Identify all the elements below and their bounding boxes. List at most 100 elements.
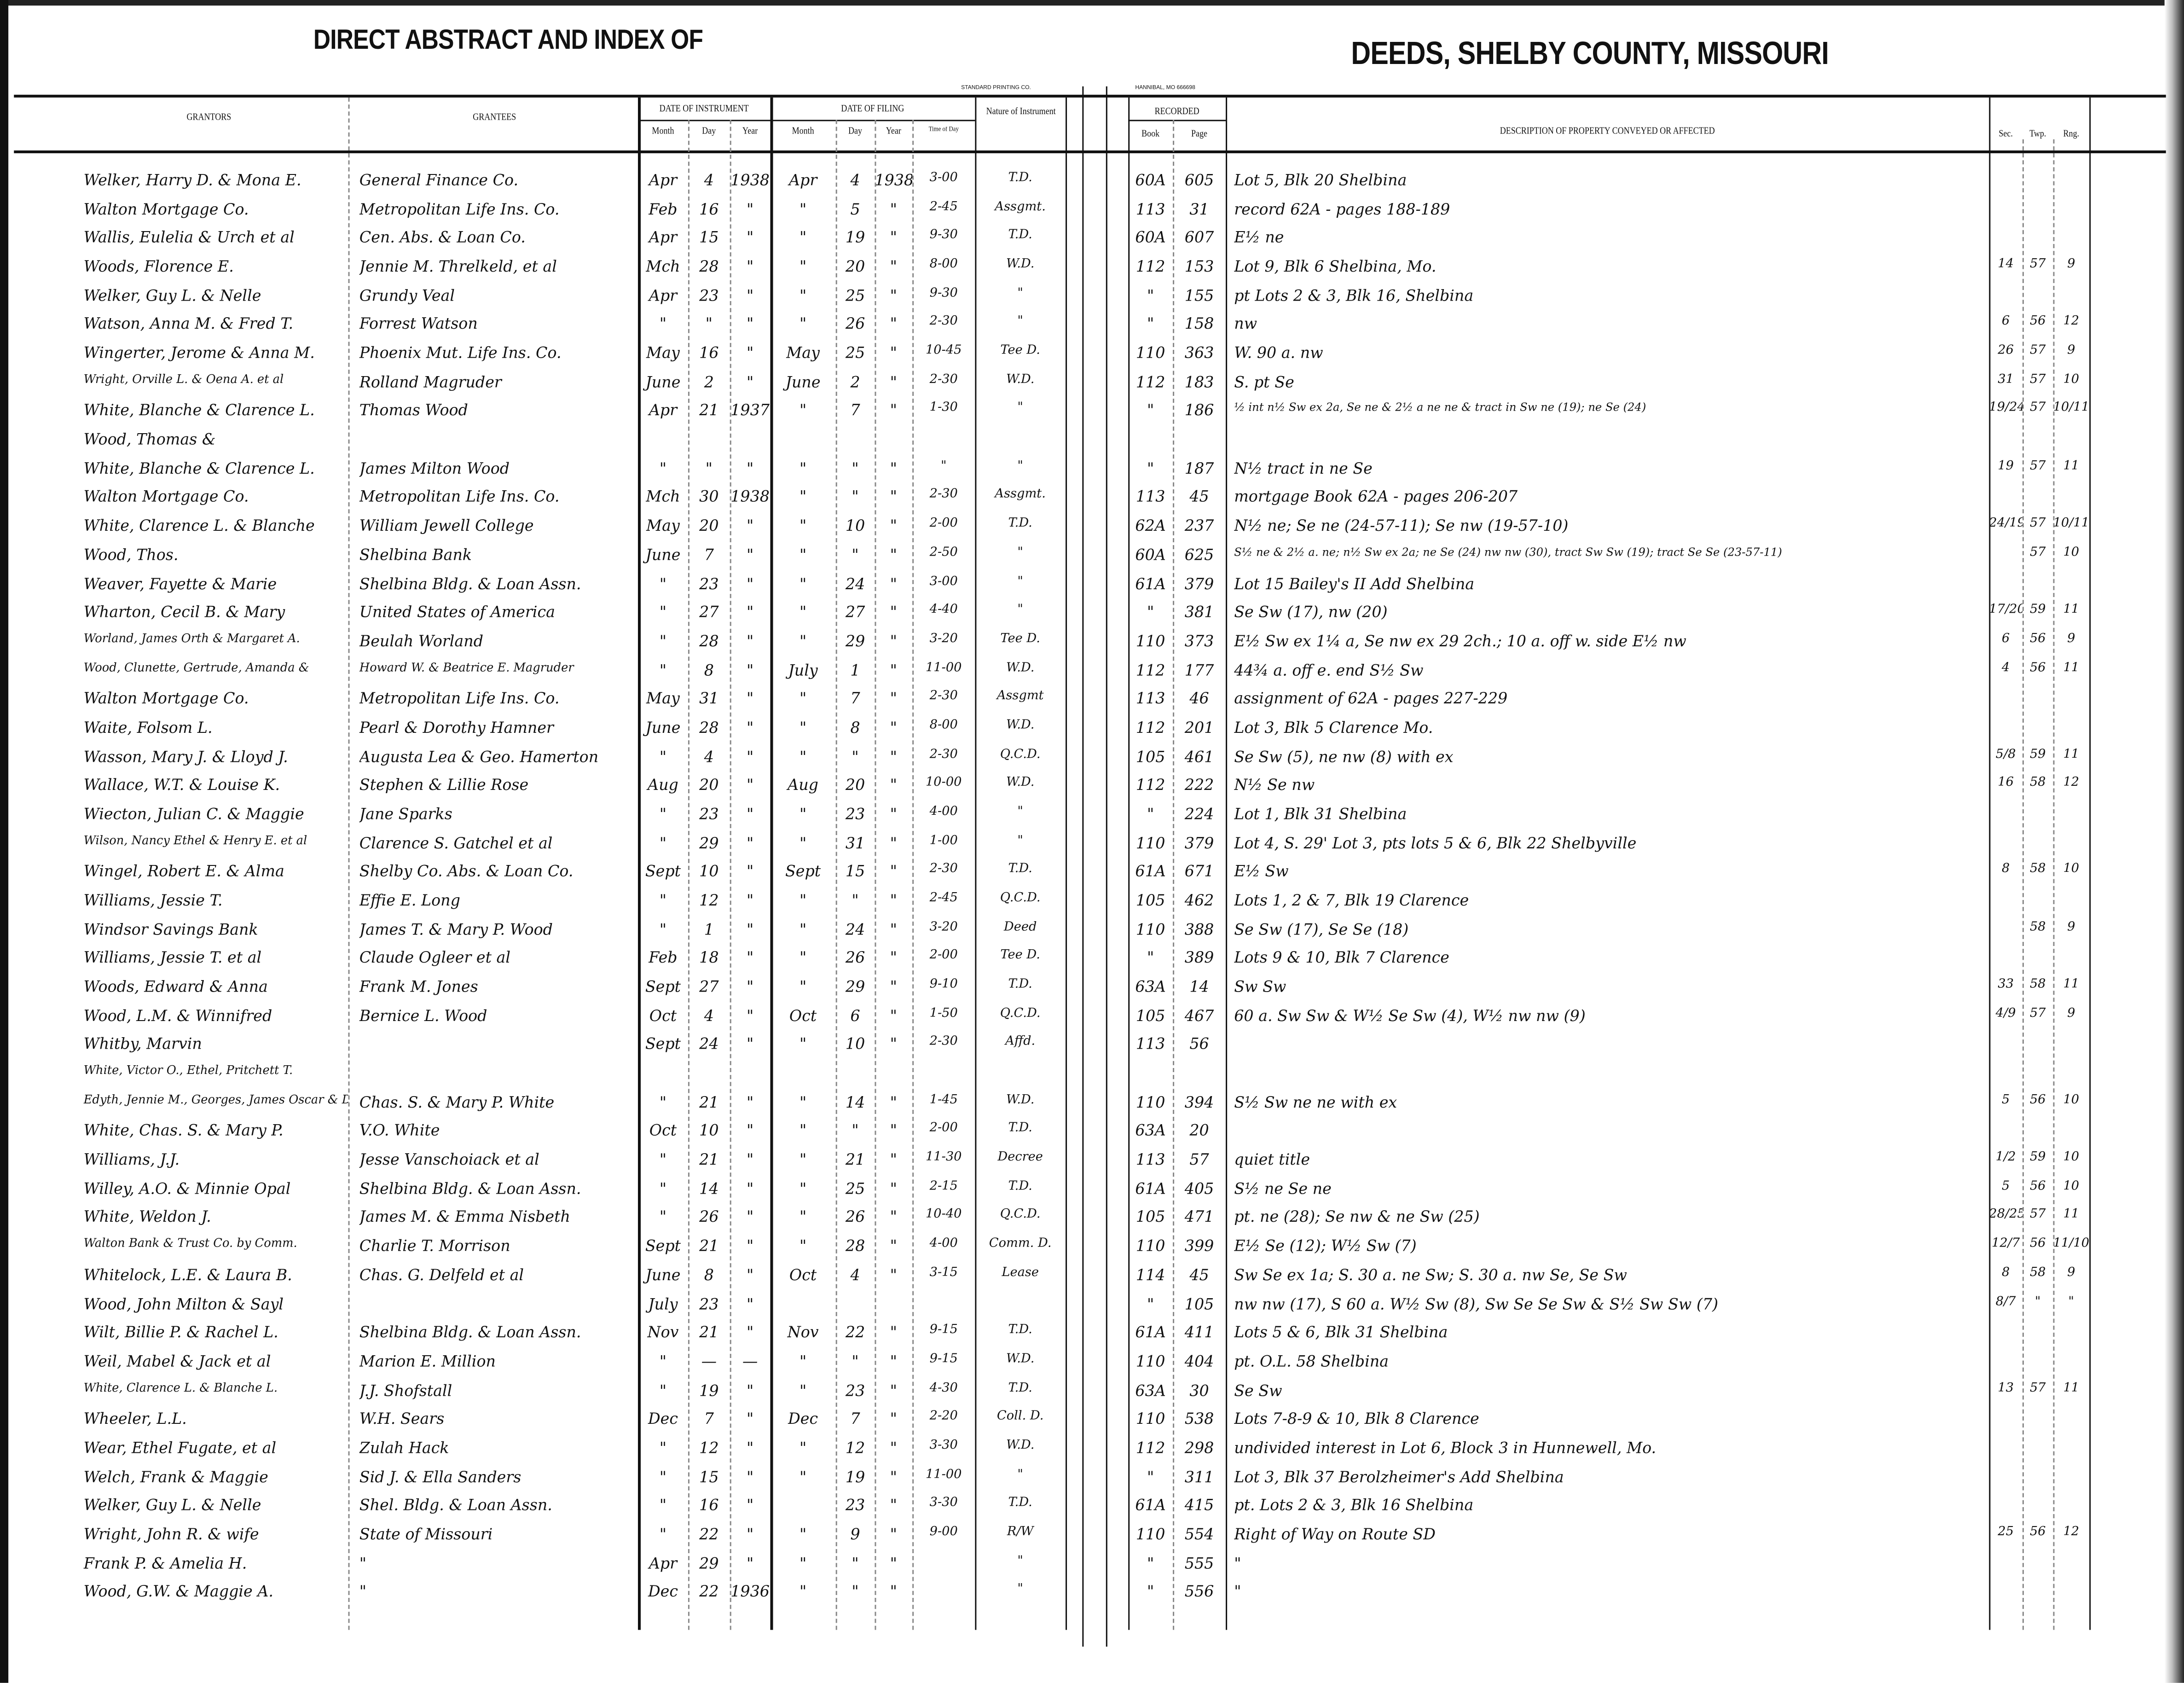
cell-filing-time: 9-00: [929, 1525, 958, 1539]
cell-filing-day: ": [852, 488, 859, 506]
cell-description: Lots 7-8-9 & 10, Blk 8 Clarence: [1234, 1410, 1479, 1428]
cell-instrument-year: ": [746, 1093, 754, 1112]
cell-instrument-day: 24: [699, 1035, 719, 1054]
cell-grantee: Claude Ogleer et al: [359, 949, 511, 968]
cell-book: ": [1147, 1294, 1154, 1313]
cell-filing-day: 21: [845, 1150, 865, 1169]
header-recorded: RECORDED: [1154, 105, 1199, 117]
cell-page: 607: [1184, 229, 1214, 247]
cell-instrument-year: ": [746, 776, 754, 795]
table-row: Wilson, Nancy Ethel & Henry E. et al Clar…: [0, 831, 2184, 859]
cell-instrument-year: ": [746, 603, 754, 622]
cell-instrument-day: 23: [699, 575, 719, 593]
table-row: White, Blanche & Clarence L. James Milton…: [0, 457, 2184, 485]
cell-grantee: Effie E. Long: [359, 891, 460, 910]
cell-instrument-month: ": [659, 603, 667, 622]
cell-page: 388: [1184, 920, 1214, 939]
header-inst-year: Year: [742, 125, 758, 137]
cell-section: 16: [1998, 776, 2014, 790]
table-row: Worland, James Orth & Margaret A. Beulah …: [0, 629, 2184, 657]
header-nature: Nature of Instrument: [986, 105, 1056, 117]
cell-filing-year: ": [890, 1381, 897, 1399]
cell-filing-time: 4-30: [929, 1381, 958, 1395]
cell-filing-time: 3-30: [929, 1439, 958, 1453]
cell-description: Se Sw (17), nw (20): [1234, 603, 1388, 622]
cell-description: Lot 5, Blk 20 Shelbina: [1234, 171, 1407, 190]
cell-nature-of-instrument: ": [1017, 1583, 1023, 1597]
cell-nature-of-instrument: ": [1017, 805, 1023, 819]
cell-nature-of-instrument: Lease: [1002, 1266, 1039, 1280]
cell-instrument-year: 1937: [730, 401, 770, 420]
cell-township: 57: [2029, 1007, 2046, 1021]
cell-section: 33: [1998, 978, 2014, 992]
cell-filing-year: ": [890, 863, 897, 881]
cell-nature-of-instrument: W.D.: [1006, 1352, 1035, 1367]
cell-grantor: White, Clarence L. & Blanche: [83, 517, 315, 535]
cell-filing-month: ": [799, 1468, 807, 1486]
cell-instrument-day: 21: [699, 1237, 719, 1256]
cell-range: 9: [2067, 1007, 2075, 1021]
cell-nature-of-instrument: ": [1017, 834, 1023, 848]
cell-instrument-month: Sept: [645, 863, 681, 881]
cell-grantee: James M. & Emma Nisbeth: [359, 1208, 570, 1227]
cell-instrument-day: 22: [699, 1525, 719, 1544]
cell-filing-day: 23: [845, 1381, 865, 1399]
cell-instrument-month: Apr: [649, 286, 678, 305]
cell-instrument-month: ": [659, 1352, 667, 1371]
cell-book: 63A: [1135, 978, 1166, 996]
cell-filing-year: ": [890, 1525, 897, 1544]
cell-filing-day: 19: [845, 229, 865, 247]
cell-township: 57: [2029, 401, 2046, 416]
cell-grantee: Augusta Lea & Geo. Hamerton: [359, 747, 599, 766]
cell-instrument-month: June: [645, 373, 681, 391]
cell-township: 59: [2029, 1150, 2046, 1165]
cell-filing-day: ": [852, 747, 859, 766]
cell-description: Sw Se ex 1a; S. 30 a. ne Sw; S. 30 a. nw…: [1234, 1266, 1627, 1284]
cell-filing-year: ": [890, 1496, 897, 1515]
cell-filing-day: 26: [845, 949, 865, 968]
cell-instrument-year: ": [746, 690, 754, 708]
cell-filing-day: 8: [850, 719, 860, 737]
cell-instrument-month: July: [648, 1294, 678, 1313]
cell-grantor: Wood, G.W. & Maggie A.: [83, 1583, 273, 1602]
cell-section: 5/8: [1995, 747, 2016, 762]
cell-page: 201: [1184, 719, 1214, 737]
cell-grantee: Chas. G. Delfeld et al: [359, 1266, 524, 1284]
cell-filing-year: ": [890, 1237, 897, 1256]
cell-book: 110: [1135, 1410, 1165, 1428]
header-bottom-rule: [14, 150, 2166, 153]
cell-instrument-year: 1936: [730, 1583, 770, 1602]
cell-grantor: White, Blanche & Clarence L.: [83, 401, 315, 420]
cell-filing-day: 25: [845, 1179, 865, 1198]
cell-nature-of-instrument: T.D.: [1008, 517, 1032, 531]
cell-instrument-month: May: [646, 690, 680, 708]
cell-filing-month: Dec: [788, 1410, 818, 1428]
cell-instrument-day: 12: [699, 891, 719, 910]
cell-grantor: Wasson, Mary J. & Lloyd J.: [83, 747, 288, 766]
cell-page: 625: [1184, 546, 1214, 564]
cell-filing-time: 2-20: [929, 1410, 958, 1424]
cell-instrument-month: ": [659, 1496, 667, 1515]
cell-grantor: Wood, Clunette, Gertrude, Amanda &: [83, 661, 309, 675]
binding-gutter: [1082, 86, 1107, 1647]
table-row: Weil, Mabel & Jack et al Marion E. Millio…: [0, 1350, 2184, 1378]
cell-grantor: White, Chas. S. & Mary P.: [83, 1122, 284, 1140]
cell-nature-of-instrument: Assgmt: [996, 690, 1044, 704]
cell-description: quiet title: [1234, 1150, 1310, 1169]
cell-section: 17/20: [1989, 603, 2023, 618]
table-row: Wingel, Robert E. & Alma Shelby Co. Abs. …: [0, 860, 2184, 888]
cell-filing-year: ": [890, 1208, 897, 1227]
cell-instrument-day: 28: [699, 632, 719, 650]
cell-grantor: Waite, Folsom L.: [83, 719, 213, 737]
cell-instrument-day: 23: [699, 1294, 719, 1313]
cell-instrument-day: 21: [699, 1323, 719, 1342]
col-divider: [770, 97, 773, 1630]
cell-book: 63A: [1135, 1381, 1166, 1399]
cell-grantee: Charlie T. Morrison: [359, 1237, 510, 1256]
cell-description: Right of Way on Route SD: [1234, 1525, 1436, 1544]
cell-range: 10: [2063, 1150, 2080, 1165]
cell-filing-month: Sept: [785, 863, 821, 881]
cell-filing-day: 20: [845, 257, 865, 276]
cell-township: 57: [2029, 517, 2046, 531]
